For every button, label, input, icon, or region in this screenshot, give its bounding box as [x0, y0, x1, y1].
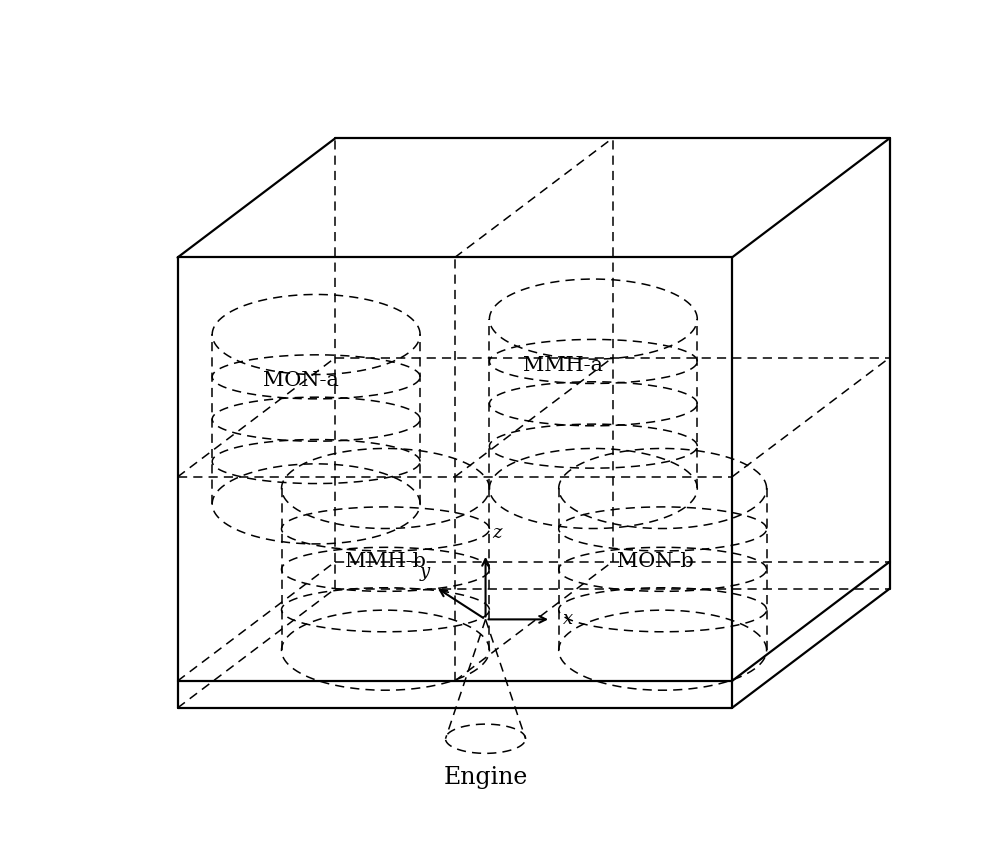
Text: MMH-b: MMH-b: [345, 552, 426, 571]
Text: x: x: [563, 610, 573, 628]
Text: MON-b: MON-b: [617, 552, 693, 571]
Text: MON-a: MON-a: [263, 372, 339, 390]
Text: z: z: [492, 525, 501, 543]
Text: y: y: [420, 563, 430, 581]
Text: Engine: Engine: [443, 765, 528, 788]
Text: MMH-a: MMH-a: [523, 356, 603, 375]
